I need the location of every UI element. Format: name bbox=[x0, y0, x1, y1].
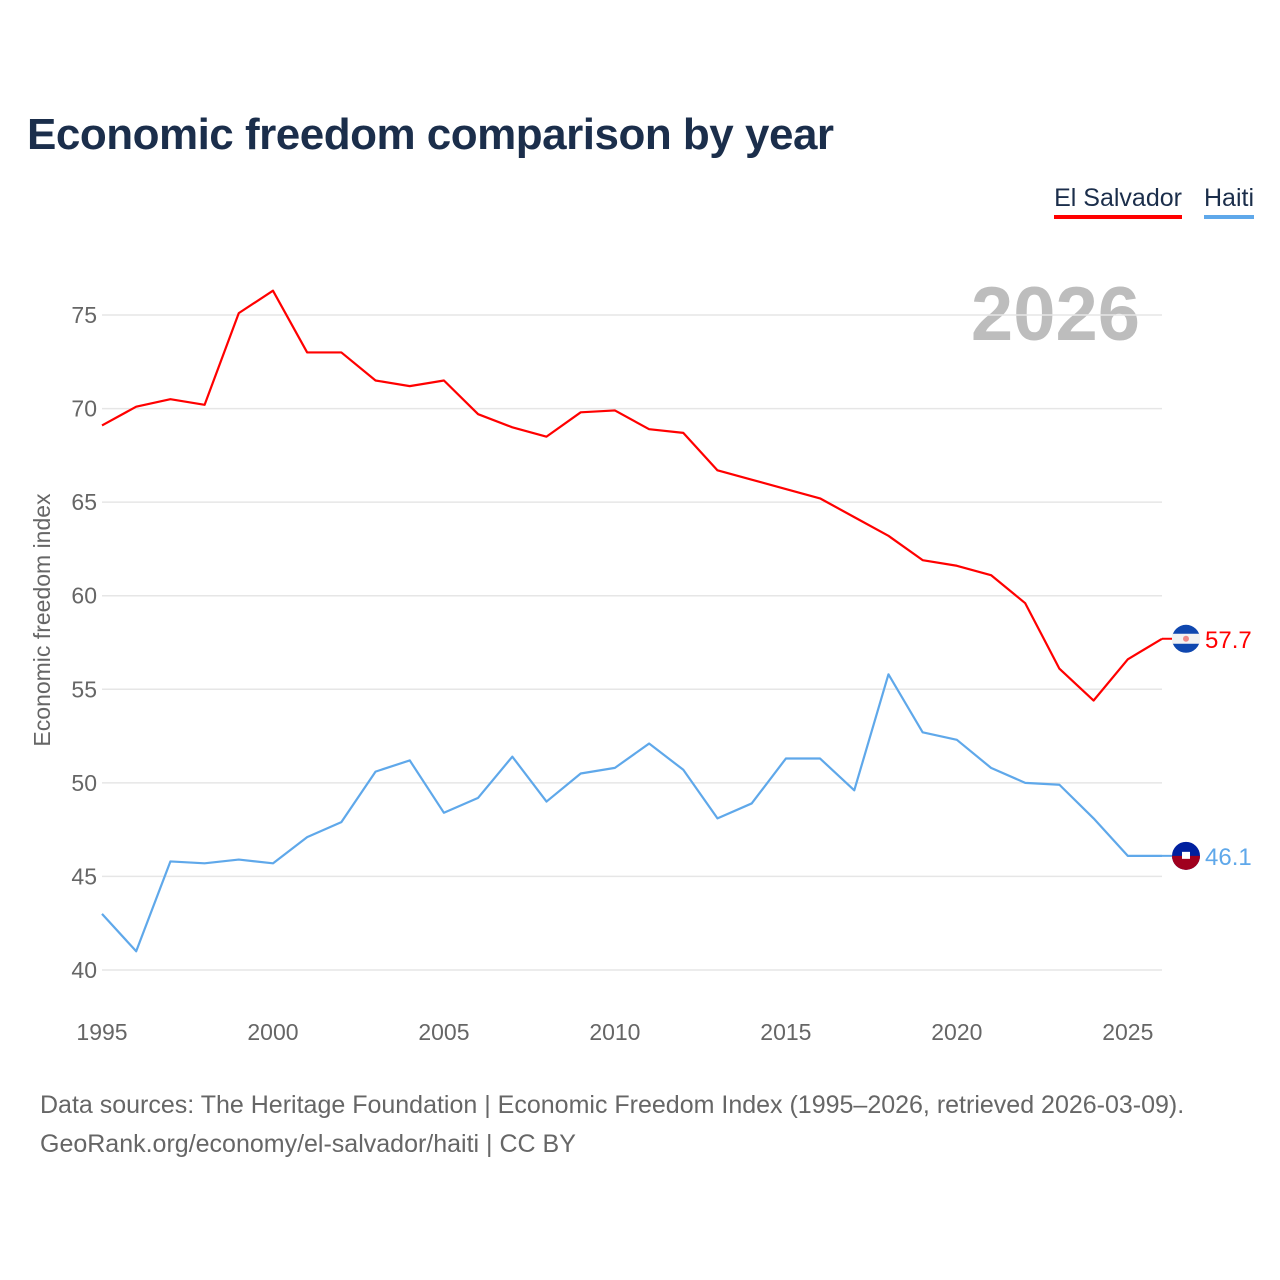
chart-title: Economic freedom comparison by year bbox=[27, 110, 834, 159]
x-tick-label: 1995 bbox=[76, 1019, 127, 1045]
data-sources: Data sources: The Heritage Foundation | … bbox=[40, 1091, 1185, 1119]
y-tick-label: 70 bbox=[71, 396, 97, 422]
legend-haiti[interactable]: Haiti bbox=[1203, 184, 1254, 219]
end-value-label: 57.7 bbox=[1205, 627, 1252, 654]
flag-lower-half bbox=[1172, 855, 1200, 870]
y-tick-label: 60 bbox=[71, 583, 97, 609]
legend: El Salvador Haiti bbox=[1054, 184, 1254, 219]
x-tick-label: 2010 bbox=[589, 1019, 640, 1045]
footer: Data sources: The Heritage Foundation | … bbox=[40, 1086, 1184, 1164]
x-tick-label: 2005 bbox=[418, 1019, 469, 1045]
y-tick-label: 75 bbox=[71, 302, 97, 328]
series-line-haiti bbox=[101, 673, 1162, 953]
y-tick-label: 50 bbox=[71, 770, 97, 796]
y-axis-label: Economic freedom index bbox=[29, 493, 55, 747]
legend-el-salvador[interactable]: El Salvador bbox=[1054, 184, 1182, 219]
end-value-label: 46.1 bbox=[1205, 844, 1252, 871]
flag-emblem bbox=[1182, 851, 1190, 859]
series-line-el-salvador bbox=[101, 289, 1163, 702]
x-tick-label: 2015 bbox=[760, 1019, 811, 1045]
x-tick-label: 2020 bbox=[931, 1019, 982, 1045]
y-tick-label: 65 bbox=[71, 489, 97, 515]
source-link[interactable]: GeoRank.org/economy/el-salvador/haiti | … bbox=[40, 1130, 576, 1158]
y-tick-label: 45 bbox=[71, 863, 97, 889]
y-tick-label: 55 bbox=[71, 676, 97, 702]
x-tick-label: 2000 bbox=[247, 1019, 298, 1045]
flag-emblem bbox=[1183, 635, 1189, 642]
x-tick-label: 2025 bbox=[1102, 1019, 1153, 1045]
y-tick-label: 40 bbox=[71, 957, 97, 983]
